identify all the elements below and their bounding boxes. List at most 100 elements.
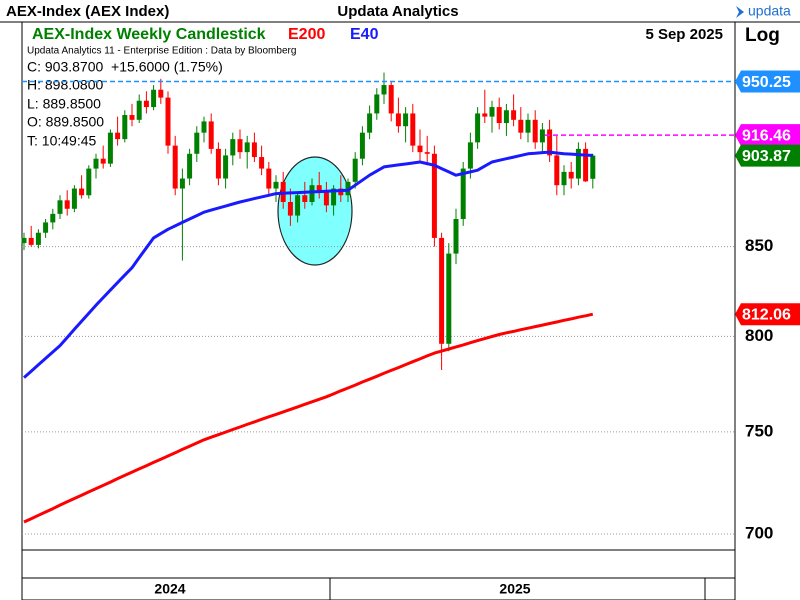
- info-line: C: 903.8700 +15.6000 (1.75%): [27, 59, 223, 75]
- candle-body: [359, 132, 365, 159]
- scale-label: Log: [745, 25, 780, 46]
- candle-body: [201, 121, 207, 133]
- candle-body: [525, 119, 531, 133]
- candle-body: [266, 168, 272, 189]
- y-tick-label: 700: [745, 524, 773, 543]
- ema-line: [23, 150, 593, 379]
- y-tick-label: 800: [745, 326, 773, 345]
- plot-frame: [21, 21, 736, 600]
- info-line: H: 898.0800: [27, 77, 103, 93]
- x-tick-label: 2025: [499, 581, 530, 597]
- legend-entry: E40: [350, 26, 379, 43]
- candle-body: [417, 145, 423, 153]
- candle-body: [503, 110, 509, 124]
- candle-body: [395, 113, 401, 127]
- candle-body: [287, 201, 293, 216]
- y-tick-label: 850: [745, 236, 773, 255]
- candle-body: [316, 185, 322, 192]
- candle-body: [194, 132, 200, 154]
- candle-body: [467, 142, 473, 169]
- candle-body: [331, 188, 337, 206]
- level-tag: [735, 144, 800, 167]
- candle-body: [590, 155, 596, 179]
- candle-body: [57, 200, 63, 214]
- candle-body: [575, 148, 581, 179]
- candle-body: [122, 115, 128, 140]
- candle-body: [568, 171, 574, 179]
- candle-body: [460, 168, 466, 219]
- candle-body: [158, 89, 164, 98]
- edition-text: Updata Analytics 11 - Enterprise Edition…: [27, 46, 296, 57]
- candle-body: [71, 188, 77, 209]
- logo-icon: [736, 6, 744, 18]
- y-tick-label: 750: [745, 421, 773, 440]
- candle-body: [244, 142, 250, 153]
- candle-body: [518, 119, 524, 133]
- level-label: 812.06: [742, 306, 791, 323]
- candle-body: [439, 237, 445, 344]
- candle-body: [403, 113, 409, 127]
- candle-body: [230, 139, 236, 156]
- candle-body: [259, 157, 265, 169]
- level-label: 903.87: [742, 148, 791, 165]
- candle-body: [187, 153, 193, 179]
- candle-body: [50, 213, 56, 223]
- candle-body: [323, 191, 329, 206]
- candle-body: [21, 237, 27, 244]
- candle-body: [381, 85, 387, 95]
- candle-body: [309, 185, 315, 202]
- candle-body: [475, 113, 481, 143]
- candle-body: [251, 142, 257, 158]
- candle-body: [35, 232, 41, 245]
- candle-body: [172, 145, 178, 189]
- candle-body: [136, 100, 142, 120]
- candle-body: [561, 171, 567, 186]
- candle-body: [43, 222, 49, 233]
- candle-body: [583, 148, 589, 182]
- candle-body: [215, 148, 221, 179]
- candle-body: [64, 200, 70, 209]
- candle-body: [129, 115, 135, 120]
- chart-date: 5 Sep 2025: [645, 26, 723, 43]
- x-tick-label: 2024: [154, 581, 185, 597]
- candle-body: [482, 113, 488, 117]
- candle-body: [554, 155, 560, 186]
- candle-body: [115, 132, 121, 140]
- candle-body: [547, 129, 553, 156]
- candle-body: [352, 158, 358, 182]
- header-center: Updata Analytics: [337, 3, 458, 20]
- candle-body: [424, 152, 430, 154]
- candle-body: [410, 113, 416, 146]
- info-line: L: 889.8500: [27, 96, 101, 112]
- candle-body: [179, 178, 185, 189]
- logo: updata: [748, 3, 791, 19]
- candle-body: [100, 158, 106, 164]
- level-tag: [735, 124, 800, 147]
- highlight-ellipse: [277, 156, 353, 266]
- candle-body: [295, 195, 301, 216]
- candle-body: [453, 218, 459, 254]
- candle-body: [28, 237, 34, 245]
- candle-body: [532, 119, 538, 143]
- chart-title: AEX-Index Weekly Candlestick: [32, 26, 266, 43]
- level-tag: [735, 303, 800, 326]
- candle-body: [208, 121, 214, 149]
- candle-body: [539, 129, 545, 143]
- candle-body: [93, 158, 99, 169]
- candle-body: [374, 94, 380, 114]
- candle-body: [302, 195, 308, 202]
- candle-body: [496, 107, 502, 124]
- candle-body: [273, 181, 279, 189]
- info-line: O: 889.8500: [27, 114, 104, 130]
- ema-line: [23, 312, 594, 524]
- candle-body: [489, 107, 495, 117]
- candle-body: [223, 155, 229, 179]
- candle-body: [143, 100, 149, 108]
- candle-body: [446, 253, 452, 344]
- header-title: AEX-Index (AEX Index): [6, 3, 169, 20]
- candle-body: [367, 113, 373, 133]
- price-labels: 950.25 916.46 903.87 812.06: [735, 70, 800, 326]
- level-label: 950.25: [742, 74, 791, 91]
- legend-entry: E200: [288, 26, 325, 43]
